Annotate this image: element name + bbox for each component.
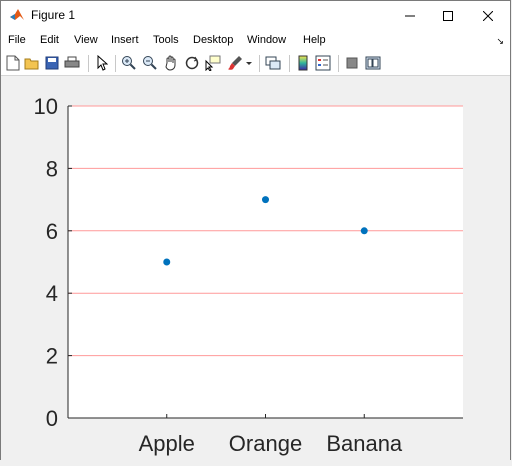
- minimize-icon: [404, 15, 415, 17]
- menu-bar: File Edit View Insert Tools Desktop Wind…: [1, 31, 510, 51]
- link-plot-icon[interactable]: [265, 55, 281, 71]
- edit-plot-icon[interactable]: [94, 55, 110, 71]
- matlab-logo-icon: [10, 9, 24, 20]
- y-tick-label: 10: [34, 94, 58, 119]
- plot-area: [68, 106, 463, 418]
- brush-icon[interactable]: [227, 55, 243, 71]
- y-tick-label: 6: [46, 219, 58, 244]
- data-point: [262, 196, 269, 204]
- menu-file[interactable]: File: [8, 34, 26, 46]
- toolbar-separator: [115, 55, 116, 72]
- data-point: [360, 227, 368, 235]
- y-tick-label: 2: [46, 344, 58, 369]
- rotate-3d-icon[interactable]: [184, 55, 200, 71]
- brush-dropdown-icon[interactable]: [244, 55, 254, 71]
- menu-tools[interactable]: Tools: [153, 34, 179, 46]
- x-tick-label: Orange: [229, 431, 302, 456]
- zoom-in-icon[interactable]: [121, 55, 137, 71]
- y-axis-ticks: 0 2 4 6 8 10: [34, 94, 72, 431]
- hide-plot-tools-icon[interactable]: [344, 55, 360, 71]
- figure-toolbar: [1, 51, 510, 76]
- title-bar[interactable]: Figure 1: [1, 1, 510, 31]
- pan-icon[interactable]: [163, 55, 179, 71]
- legend-icon[interactable]: [315, 55, 331, 71]
- menu-view[interactable]: View: [74, 34, 98, 46]
- maximize-icon: [442, 11, 453, 21]
- print-icon[interactable]: [64, 55, 80, 71]
- scatter-chart[interactable]: 0 2 4 6 8 10 Apple Orange Banana: [1, 76, 512, 461]
- x-tick-label: Banana: [326, 431, 403, 456]
- toolbar-separator: [289, 55, 290, 72]
- menu-desktop[interactable]: Desktop: [193, 34, 234, 46]
- minimize-button[interactable]: [387, 1, 432, 31]
- toolbar-separator: [338, 55, 339, 72]
- menu-insert[interactable]: Insert: [111, 34, 139, 46]
- close-button[interactable]: [465, 1, 510, 31]
- y-tick-label: 8: [46, 156, 58, 181]
- open-file-icon[interactable]: [24, 55, 40, 71]
- new-figure-icon[interactable]: [5, 55, 21, 71]
- data-points: [163, 196, 368, 266]
- show-plot-tools-icon[interactable]: [365, 55, 381, 71]
- zoom-out-icon[interactable]: [142, 55, 158, 71]
- x-tick-label: Apple: [139, 431, 195, 456]
- window-title: Figure 1: [31, 8, 76, 22]
- figure-canvas[interactable]: 0 2 4 6 8 10 Apple Orange Banana: [1, 76, 510, 461]
- toolbar-separator: [88, 55, 89, 72]
- menu-edit[interactable]: Edit: [40, 34, 59, 46]
- y-tick-label: 4: [46, 281, 58, 306]
- menu-help[interactable]: Help: [303, 34, 326, 46]
- x-axis-ticks: Apple Orange Banana: [139, 414, 403, 456]
- grid-lines: [68, 105, 463, 357]
- save-icon[interactable]: [44, 55, 60, 71]
- data-cursor-icon[interactable]: [205, 55, 221, 71]
- close-icon: [482, 11, 493, 21]
- maximize-button[interactable]: [425, 1, 470, 31]
- menu-window[interactable]: Window: [247, 34, 287, 46]
- colorbar-icon[interactable]: [295, 55, 311, 71]
- y-tick-label: 0: [46, 406, 58, 431]
- dock-arrow-icon[interactable]: ↘: [496, 36, 504, 46]
- data-point: [163, 258, 171, 266]
- toolbar-separator: [259, 55, 260, 72]
